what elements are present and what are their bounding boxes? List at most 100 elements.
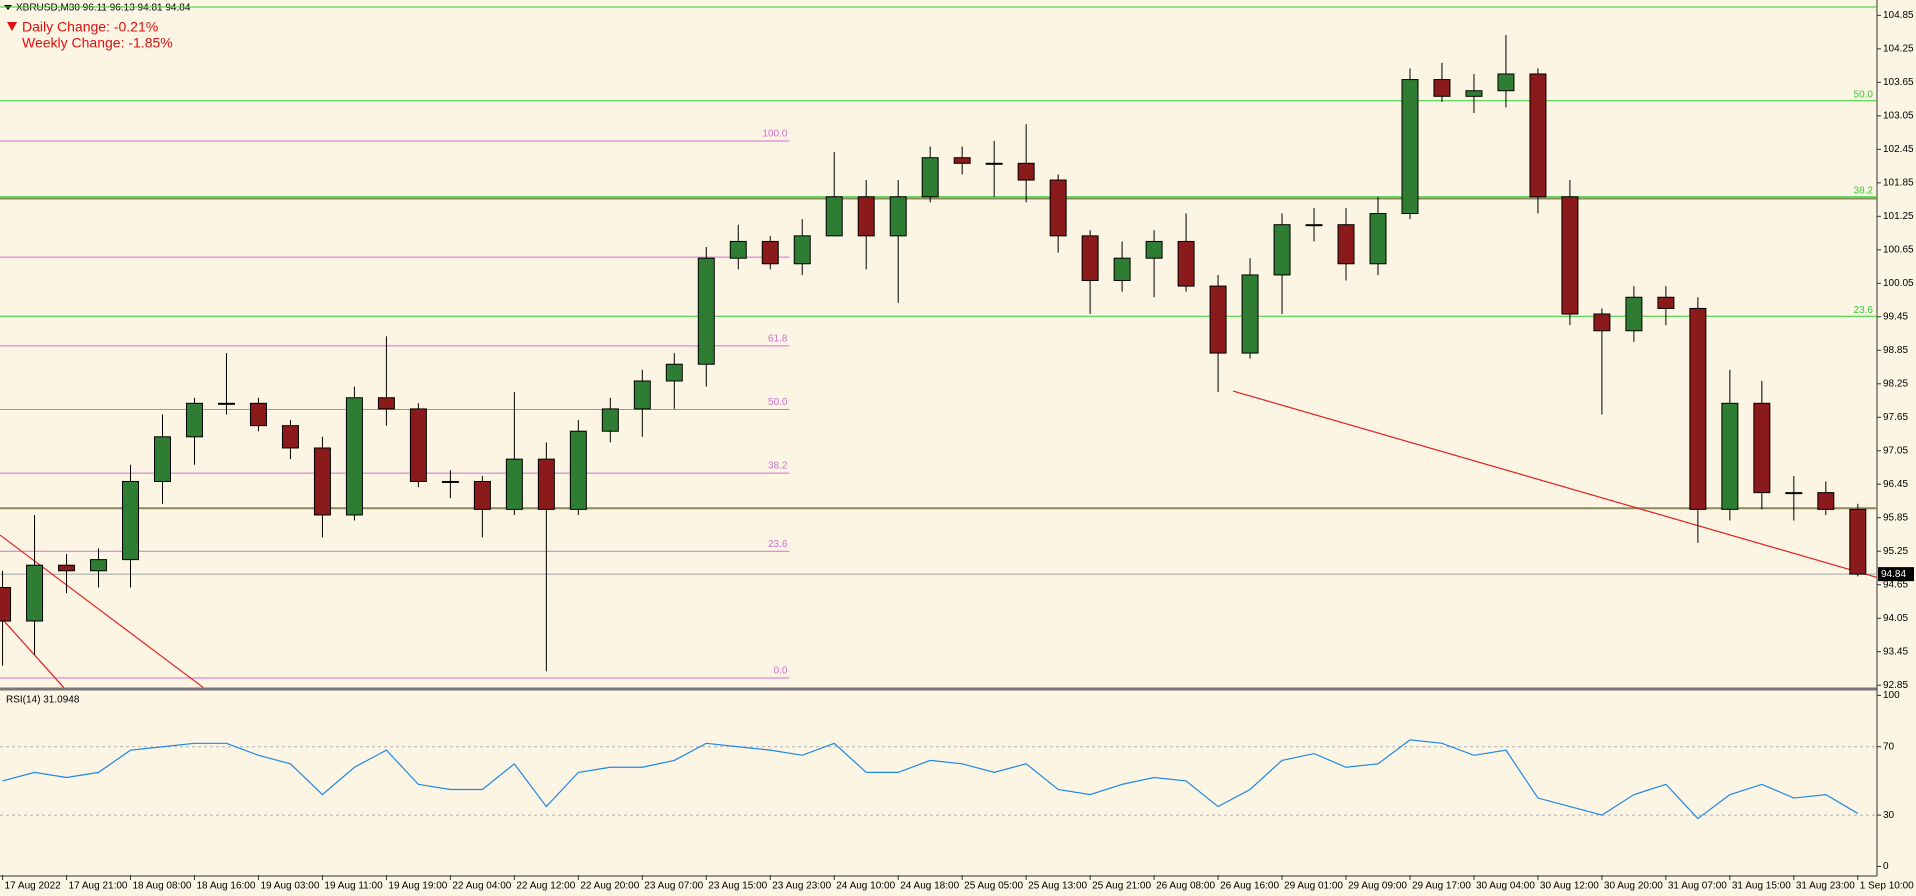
x-tick-label: 24 Aug 10:00 [836, 881, 895, 892]
candle-body [249, 402, 267, 427]
x-tick-label: 26 Aug 16:00 [1220, 881, 1279, 892]
candle-body [825, 196, 843, 237]
x-tick-label: 1 Sep 10:00 [1860, 881, 1914, 892]
candle-body [1113, 257, 1131, 282]
fib-label: 0.0 [774, 666, 788, 677]
x-tick-label: 23 Aug 15:00 [708, 881, 767, 892]
candle-body [505, 458, 523, 510]
candle-body [0, 587, 12, 622]
candle-body [665, 363, 683, 382]
candle-body [58, 564, 76, 572]
candle-body [537, 458, 555, 510]
weekly-change: Weekly Change: -1.85% [22, 35, 173, 51]
candle-body [377, 397, 395, 410]
candle-body [185, 402, 203, 438]
candle-body [985, 162, 1003, 165]
candle-body [1593, 313, 1611, 332]
candle-body [1529, 73, 1547, 198]
y-tick-label: 94.65 [1883, 579, 1908, 590]
symbol-info: XBRUSD,M30 96.11 96.13 94.81 94.84 [16, 3, 191, 14]
x-tick-label: 31 Aug 15:00 [1732, 881, 1791, 892]
candle-body [90, 559, 108, 572]
y-tick-label: 92.85 [1883, 680, 1908, 691]
y-tick-label: 103.65 [1883, 77, 1914, 88]
candle-body [601, 408, 619, 432]
candle-body [1689, 307, 1707, 510]
rsi-line [2, 739, 1859, 820]
x-tick-label: 19 Aug 19:00 [388, 881, 447, 892]
down-arrow-icon [7, 22, 17, 31]
candle-body [761, 240, 779, 265]
y-tick-label: 96.45 [1883, 479, 1908, 490]
candle-body [153, 436, 171, 482]
trendline [0, 534, 204, 688]
candle-body [1657, 296, 1675, 309]
y-tick-label: 101.85 [1883, 177, 1914, 188]
candle-body [1081, 235, 1099, 282]
y-tick-label: 98.85 [1883, 345, 1908, 356]
x-tick-label: 22 Aug 20:00 [580, 881, 639, 892]
y-tick-label: 94.05 [1883, 613, 1908, 624]
y-tick-label: 102.45 [1883, 144, 1914, 155]
y-tick-label: 95.85 [1883, 512, 1908, 523]
y-tick-label: 104.25 [1883, 44, 1914, 55]
candle-body [122, 480, 140, 561]
candle-body [313, 447, 331, 516]
candle-body [1433, 79, 1451, 97]
candle-body [1849, 508, 1867, 575]
fib-label-2: 23.6 [1854, 305, 1874, 316]
x-tick-label: 25 Aug 13:00 [1028, 881, 1087, 892]
candle-body [281, 425, 299, 449]
x-tick-label: 30 Aug 12:00 [1540, 881, 1599, 892]
fib-label: 100.0 [762, 129, 787, 140]
candle-body [1209, 285, 1227, 354]
x-tick-label: 22 Aug 04:00 [452, 881, 511, 892]
x-tick-label: 17 Aug 21:00 [69, 881, 128, 892]
candle-body [473, 480, 491, 510]
candle-body [633, 380, 651, 410]
x-tick-label: 23 Aug 23:00 [772, 881, 831, 892]
candle-body [1625, 296, 1643, 332]
x-tick-label: 19 Aug 11:00 [324, 881, 383, 892]
candle-body [857, 196, 875, 237]
candle-body [1145, 240, 1163, 259]
candle-body [953, 157, 971, 164]
x-tick-label: 22 Aug 12:00 [516, 881, 575, 892]
candle-body [1049, 179, 1067, 237]
x-tick-label: 30 Aug 20:00 [1604, 881, 1663, 892]
x-tick-label: 29 Aug 09:00 [1348, 881, 1407, 892]
x-tick-label: 29 Aug 01:00 [1284, 881, 1343, 892]
x-tick-label: 31 Aug 23:00 [1796, 881, 1855, 892]
fib-label: 38.2 [768, 461, 788, 472]
last-price-box [1878, 567, 1914, 582]
x-tick-label: 23 Aug 07:00 [644, 881, 703, 892]
candle-body [1017, 162, 1035, 181]
candle-body [569, 430, 587, 510]
x-tick-label: 26 Aug 08:00 [1156, 881, 1215, 892]
x-tick-label: 29 Aug 17:00 [1412, 881, 1471, 892]
candle-body [26, 564, 44, 622]
x-tick-label: 25 Aug 21:00 [1092, 881, 1151, 892]
x-tick-label: 18 Aug 16:00 [196, 881, 255, 892]
x-tick-label: 19 Aug 03:00 [260, 881, 319, 892]
candle-body [729, 240, 747, 259]
candle-body [1241, 274, 1259, 354]
candle-body [1817, 492, 1835, 510]
fib-label-2: 50.0 [1854, 89, 1874, 100]
y-tick-label: 98.25 [1883, 378, 1908, 389]
candle-body [217, 402, 235, 405]
x-tick-label: 25 Aug 05:00 [964, 881, 1023, 892]
rsi-y-tick-label: 70 [1883, 741, 1895, 752]
fib-label: 61.8 [768, 333, 788, 344]
x-tick-label: 30 Aug 04:00 [1476, 881, 1535, 892]
y-tick-label: 101.25 [1883, 211, 1914, 222]
y-tick-label: 97.65 [1883, 412, 1908, 423]
candle-body [889, 196, 907, 237]
y-tick-label: 97.05 [1883, 445, 1908, 456]
trendline [1232, 390, 1878, 579]
y-tick-label: 100.05 [1883, 278, 1914, 289]
fib-label: 23.6 [768, 539, 788, 550]
rsi-y-tick-label: 30 [1883, 810, 1895, 821]
